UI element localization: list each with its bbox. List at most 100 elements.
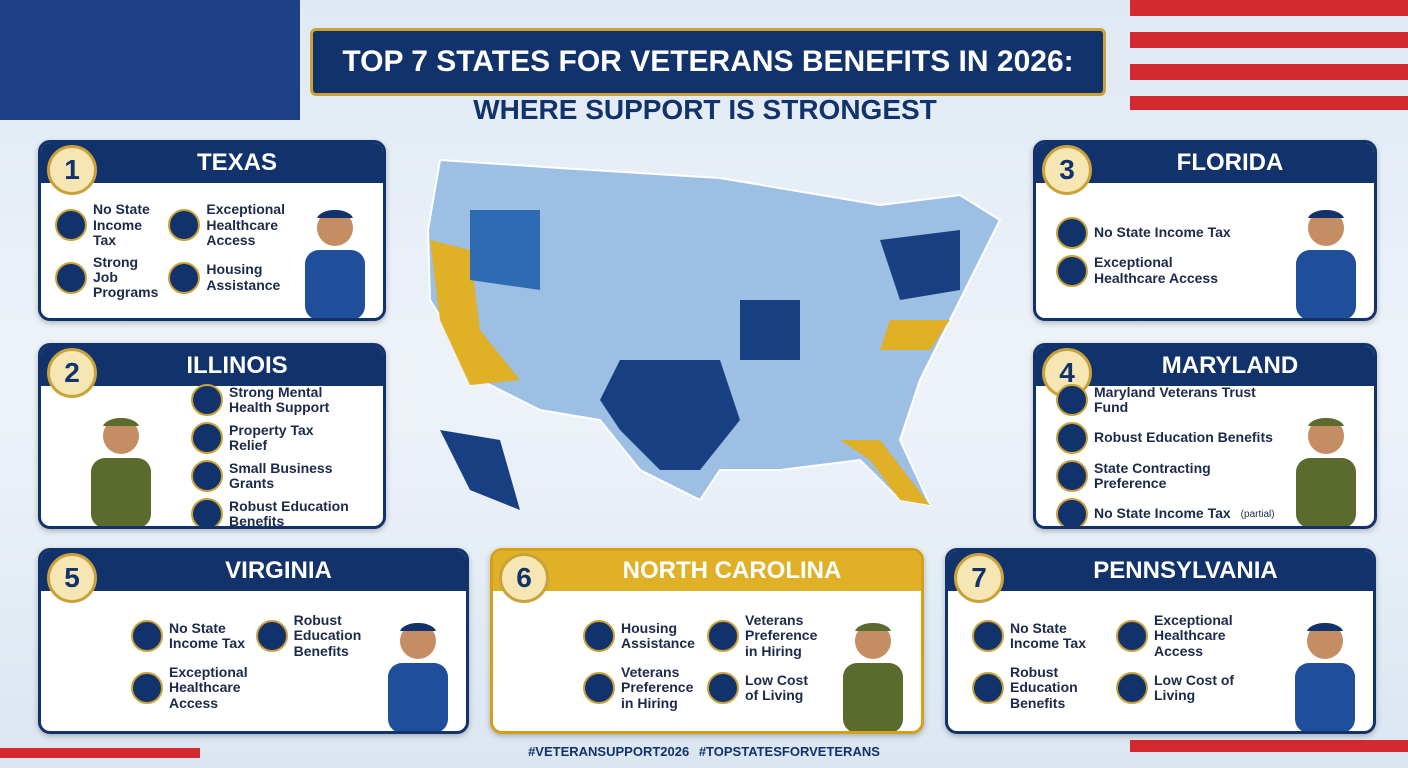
head [400,623,436,659]
benefit-text: Veterans Preference in Hiring [621,664,694,711]
card-header: MARYLAND [1036,346,1374,386]
state-card: FLORIDA 3 No State Income Tax Exceptional H… [1033,140,1377,321]
benefit-icon [583,672,615,705]
title-banner: TOP 7 STATES FOR VETERANS BENEFITS IN 20… [310,28,1106,96]
benefit-text: No State Income Tax [1010,619,1086,651]
subtitle: WHERE SUPPORT IS STRONGEST [473,94,937,125]
veteran-illustration [843,622,903,731]
benefit-icon [191,498,223,526]
benefit-text: Property Tax Relief [229,421,314,453]
benefit: No State Income Tax [131,613,248,659]
benefit: Robust Education Benefits [191,497,351,529]
head [103,418,139,454]
cap [855,622,891,631]
benefit-text: Veterans Preference in Hiring [745,611,818,659]
state-card: ILLINOIS 2 Strong Mental Health Support Pro… [38,343,386,529]
title: TOP 7 STATES FOR VETERANS BENEFITS IN 20… [342,45,1074,78]
rank-badge: 5 [47,553,97,603]
veteran-illustration [1296,209,1356,318]
card-header: ILLINOIS [41,346,383,386]
benefit-icon [55,209,87,242]
benefit-text: Housing Assistance [621,619,695,651]
benefit: Veterans Preference in Hiring [583,664,699,711]
benefit-text: Robust Education Benefits [1094,429,1273,446]
benefit: Exceptional Healthcare Access [131,664,248,711]
rank-badge: 1 [47,145,97,195]
card-header: TEXAS [41,143,383,183]
rank-badge: 3 [1042,145,1092,195]
benefit: Veterans Preference in Hiring [707,611,823,659]
benefit-icon [1056,498,1088,526]
benefit-text: Exceptional Healthcare Access [169,664,248,711]
benefit: No State Income Tax [972,613,1108,659]
benefit-text: Small Business Grants [229,459,333,491]
benefit-icon [131,619,163,652]
benefit-text: Exceptional Healthcare Access [1094,254,1219,286]
us-map [426,158,1002,510]
hashtag: #TOPSTATESFORVETERANS [698,744,880,759]
benefit: Exceptional Healthcare Access [1056,254,1236,287]
state-card: TEXAS 1 No State Income Tax Exceptional Hea… [38,140,386,321]
benefit-icon [1116,672,1148,705]
benefit-icon [1056,254,1088,287]
benefit: No State Income Tax [1056,216,1236,249]
rank-badge: 7 [954,553,1004,603]
benefit-text: Low Cost of Living [1154,671,1235,704]
body [305,250,365,318]
benefit: Small Business Grants [191,460,351,492]
cap [400,622,436,631]
body [1296,458,1356,526]
benefit-text: Robust Education Benefits [229,497,349,529]
benefit-text: Robust Education Benefits [293,611,362,659]
benefit-text: Exceptional Healthcare Access [206,201,285,249]
benefit-icon [707,619,739,652]
cap [317,209,353,218]
cap [103,417,139,426]
benefit-list: No State Income Tax Robust Education Bene… [131,599,371,725]
cap [1307,622,1343,631]
veteran-illustration [1296,417,1356,526]
card-header: FLORIDA [1036,143,1374,183]
body [1296,250,1356,318]
rank-badge: 6 [499,553,549,603]
card-header: PENNSYLVANIA [948,551,1373,591]
state-card: MARYLAND 4 Maryland Veterans Trust Fund Rob… [1033,343,1377,529]
benefit-text: State Contracting Preference [1094,459,1211,491]
benefit: Robust Education Benefits [1056,422,1286,454]
benefit: Maryland Veterans Trust Fund [1056,384,1286,416]
benefit-text: Robust Education Benefits [1010,664,1078,711]
benefit-icon [1056,216,1088,249]
benefit-text: Strong Job Programs [93,253,159,301]
head [1308,418,1344,454]
benefit: Housing Assistance [583,613,699,659]
cap [1308,209,1344,218]
card-header: NORTH CAROLINA [493,551,921,591]
cap [1308,417,1344,426]
veteran-illustration [388,622,448,731]
benefit-icon [583,619,615,652]
body [1295,663,1355,731]
benefit: Exceptional Healthcare Access [1116,612,1252,659]
state-card: VIRGINIA 5 No State Income Tax Robust Educa… [38,548,469,734]
benefit-icon [1056,460,1088,492]
benefit-icon [1056,384,1088,416]
veteran-illustration [1295,622,1355,731]
benefit-text: Strong Mental Health Support [229,383,330,415]
hashtag: #VETERANSUPPORT2026 [528,744,690,759]
card-header: VIRGINIA [41,551,466,591]
body [843,663,903,731]
benefit-list: No State Income Tax Exceptional Healthcar… [55,191,285,312]
veteran-illustration [91,417,151,526]
body [388,663,448,731]
benefit: Property Tax Relief [191,422,351,454]
state-card: PENNSYLVANIA 7 No State Income Tax Exceptio… [945,548,1376,734]
benefit: Strong Mental Health Support [191,384,351,416]
benefit-list: No State Income Tax Exceptional Healthcar… [972,599,1252,725]
benefit: State Contracting Preference [1056,460,1286,492]
benefit-icon [168,209,201,242]
benefit-icon [972,672,1004,705]
benefit-icon [191,460,223,492]
head [317,210,353,246]
